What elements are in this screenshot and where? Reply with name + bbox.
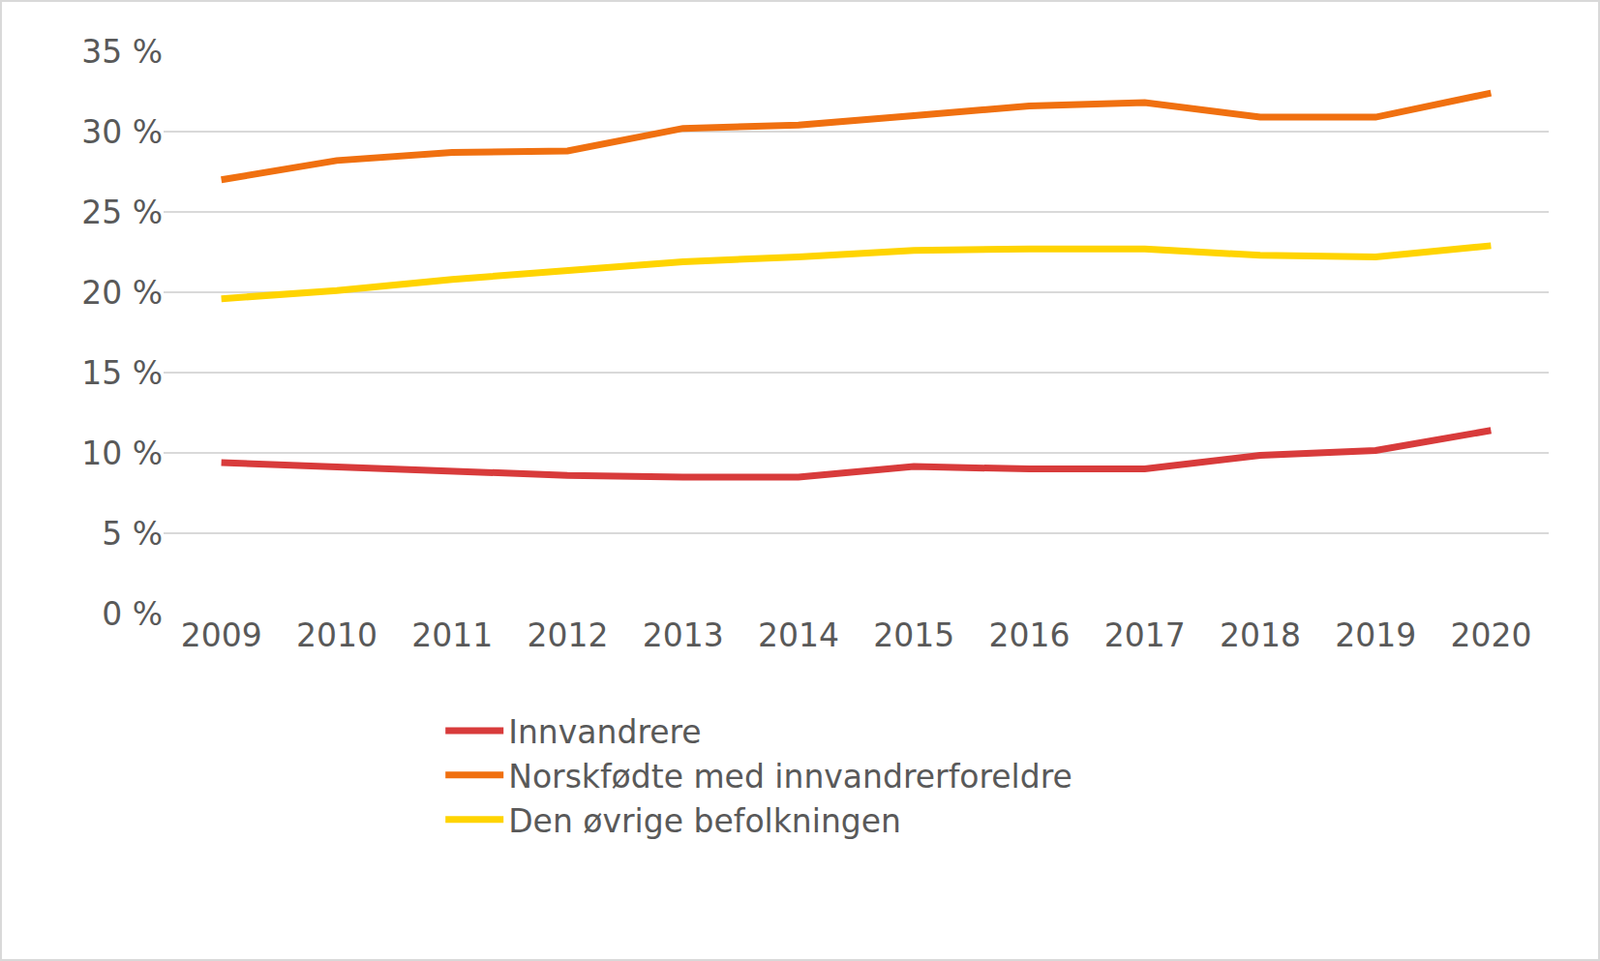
svg-text:20 %: 20 % xyxy=(81,273,163,312)
svg-text:Innvandrere: Innvandrere xyxy=(508,713,701,752)
svg-text:2016: 2016 xyxy=(988,616,1070,655)
svg-text:10 %: 10 % xyxy=(81,434,163,473)
svg-text:2011: 2011 xyxy=(411,616,493,655)
svg-text:30 %: 30 % xyxy=(81,113,163,151)
svg-text:2018: 2018 xyxy=(1219,616,1301,655)
svg-text:2014: 2014 xyxy=(757,616,840,655)
svg-text:15 %: 15 % xyxy=(81,354,163,393)
svg-text:Norskfødte med innvandrerforel: Norskfødte med innvandrerforeldre xyxy=(508,757,1073,796)
svg-text:0 %: 0 % xyxy=(101,595,163,634)
svg-text:2015: 2015 xyxy=(873,616,955,655)
svg-text:2013: 2013 xyxy=(642,616,725,655)
svg-text:5 %: 5 % xyxy=(101,514,163,553)
svg-text:2009: 2009 xyxy=(181,616,263,655)
svg-text:2019: 2019 xyxy=(1334,616,1417,655)
svg-text:2012: 2012 xyxy=(526,616,608,655)
svg-text:2010: 2010 xyxy=(296,616,378,655)
svg-text:35 %: 35 % xyxy=(81,32,163,71)
svg-text:2017: 2017 xyxy=(1104,616,1186,655)
svg-text:25 %: 25 % xyxy=(81,193,163,232)
svg-text:Den øvrige befolkningen: Den øvrige befolkningen xyxy=(508,802,902,841)
svg-text:2020: 2020 xyxy=(1449,616,1532,655)
